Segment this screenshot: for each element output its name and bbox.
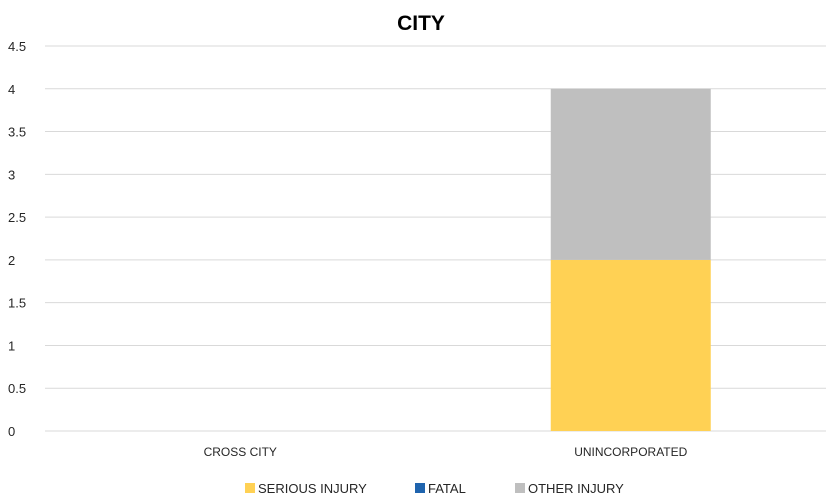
bars [550,88,711,431]
legend-label: SERIOUS INJURY [258,481,367,496]
legend-item: FATAL [415,481,466,496]
legend-label: FATAL [428,481,466,496]
chart-title: CITY [397,12,445,35]
x-category-label: UNINCORPORATED [574,445,687,459]
y-tick-label: 4.5 [8,39,26,54]
y-tick-label: 3.5 [8,125,26,140]
y-tick-label: 3 [8,167,15,182]
y-axis-tick-labels: 0 0.5 1 1.5 2 2.5 3 3.5 4 4.5 [8,39,26,439]
y-tick-label: 0 [8,424,15,439]
y-tick-label: 1.5 [8,296,26,311]
legend-item: OTHER INJURY [515,481,624,496]
legend-swatch [515,483,525,493]
legend-label: OTHER INJURY [528,481,624,496]
legend-item: SERIOUS INJURY [245,481,367,496]
y-tick-label: 2.5 [8,210,26,225]
bar-segment-other-injury [550,88,711,260]
y-tick-label: 4 [8,82,15,97]
y-tick-label: 1 [8,338,15,353]
legend-swatch [415,483,425,493]
y-tick-label: 2 [8,253,15,268]
y-tick-label: 0.5 [8,381,26,396]
bar-segment-serious-injury [550,259,711,431]
x-category-label: CROSS CITY [204,445,277,459]
legend: SERIOUS INJURY FATAL OTHER INJURY [245,481,624,496]
x-axis-category-labels: CROSS CITY UNINCORPORATED [204,445,688,459]
gridlines [45,45,826,432]
legend-swatch [245,483,255,493]
